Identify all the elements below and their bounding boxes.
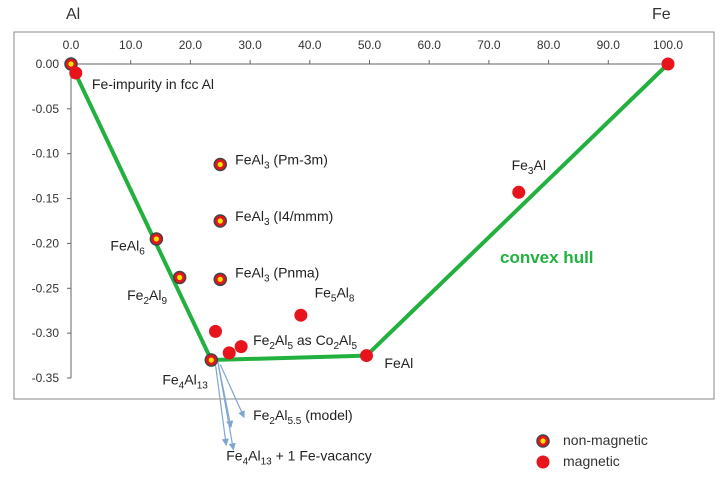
- annotation-fe2al9: Fe2Al9: [127, 287, 167, 307]
- annotation-fe2al5-co2al5: Fe2Al5 as Co2Al5: [253, 332, 357, 352]
- annotation-feal: FeAl: [384, 355, 413, 371]
- point-magnetic: [294, 308, 308, 322]
- y-tick-label: -0.25: [32, 281, 60, 295]
- data-points: [64, 57, 675, 367]
- point-nonmagnetic-core: [153, 236, 159, 242]
- corner-label-al: Al: [66, 6, 80, 23]
- x-tick-label: 40.0: [298, 38, 322, 52]
- point-magnetic: [234, 340, 248, 354]
- annotation-feal3-i4mmm: FeAl3 (I4/mmm): [235, 208, 333, 228]
- point-nonmagnetic-core: [208, 357, 214, 363]
- annotation-feal6: FeAl6: [110, 238, 145, 258]
- annotation-feal3-pm3m: FeAl3 (Pm-3m): [235, 151, 328, 171]
- annotation-fe4al13: Fe4Al13: [162, 371, 208, 391]
- point-nonmagnetic-core: [68, 61, 74, 67]
- legend-entry-magnetic: magnetic: [536, 453, 620, 469]
- point-nonmagnetic-core: [177, 274, 183, 281]
- y-tick-label: -0.35: [32, 371, 60, 385]
- annotation-fe5al8: Fe5Al8: [315, 284, 355, 304]
- point-magnetic: [222, 346, 236, 360]
- callout-arrow: [219, 364, 245, 419]
- x-tick-label: 70.0: [477, 38, 501, 52]
- x-tick-label: 90.0: [597, 38, 621, 52]
- x-tick-label: 80.0: [537, 38, 561, 52]
- corner-label-fe: Fe: [652, 6, 671, 23]
- annotation-fe-impurity: Fe-impurity in fcc Al: [92, 76, 214, 92]
- convex-hull-line: [69, 62, 670, 363]
- annotations: Fe-impurity in fcc Al FeAl3 (Pm-3m) FeAl3 …: [92, 76, 546, 467]
- annotation-fe2al55-model: Fe2Al5.5 (model): [253, 407, 353, 427]
- convex-hull-label: convex hull: [500, 248, 594, 267]
- x-tick-label: 100.0: [653, 38, 683, 52]
- legend-label-nonmagnetic: non-magnetic: [563, 432, 648, 448]
- x-tick-label: 60.0: [418, 38, 442, 52]
- annotation-feal3-pnma: FeAl3 (Pnma): [235, 265, 319, 285]
- legend: non-magnetic magnetic: [536, 432, 648, 469]
- axes: 0.0 10.0 20.0 30.0 40.0 50.0 60.0 70.0 80.0 90.0 1…: [32, 38, 684, 385]
- y-tick-label: -0.05: [32, 102, 60, 116]
- y-tick-label: -0.20: [32, 236, 60, 250]
- point-nonmagnetic-core: [217, 161, 223, 168]
- plot-area-border: [13, 31, 715, 400]
- convex-hull: [69, 62, 670, 363]
- point-nonmagnetic-core: [217, 218, 223, 224]
- x-tick-label: 0.0: [63, 38, 80, 52]
- annotation-fe4al13-vacancy: Fe4Al13 + 1 Fe-vacancy: [226, 448, 371, 468]
- legend-marker-nonmagnetic-core: [540, 438, 546, 444]
- y-tick-label: -0.15: [32, 192, 60, 206]
- point-magnetic: [360, 349, 374, 363]
- point-magnetic: [69, 66, 83, 80]
- legend-marker-magnetic: [536, 455, 550, 469]
- callout-arrows: [214, 361, 245, 451]
- y-tick-label: 0.00: [36, 57, 60, 71]
- callout-arrow: [217, 361, 236, 451]
- annotation-fe3al: Fe3Al: [512, 157, 546, 177]
- legend-label-magnetic: magnetic: [563, 453, 620, 469]
- x-tick-label: 30.0: [238, 38, 262, 52]
- x-tick-label: 50.0: [358, 38, 382, 52]
- x-tick-label: 10.0: [119, 38, 143, 52]
- legend-entry-nonmagnetic: non-magnetic: [536, 432, 648, 448]
- point-magnetic: [661, 57, 675, 71]
- callout-arrow: [214, 364, 229, 446]
- y-tick-label: -0.30: [32, 326, 60, 340]
- point-magnetic: [512, 185, 526, 199]
- x-tick-label: 20.0: [179, 38, 203, 52]
- point-nonmagnetic-core: [217, 276, 223, 282]
- y-tick-label: -0.10: [32, 147, 60, 161]
- point-magnetic: [208, 324, 222, 338]
